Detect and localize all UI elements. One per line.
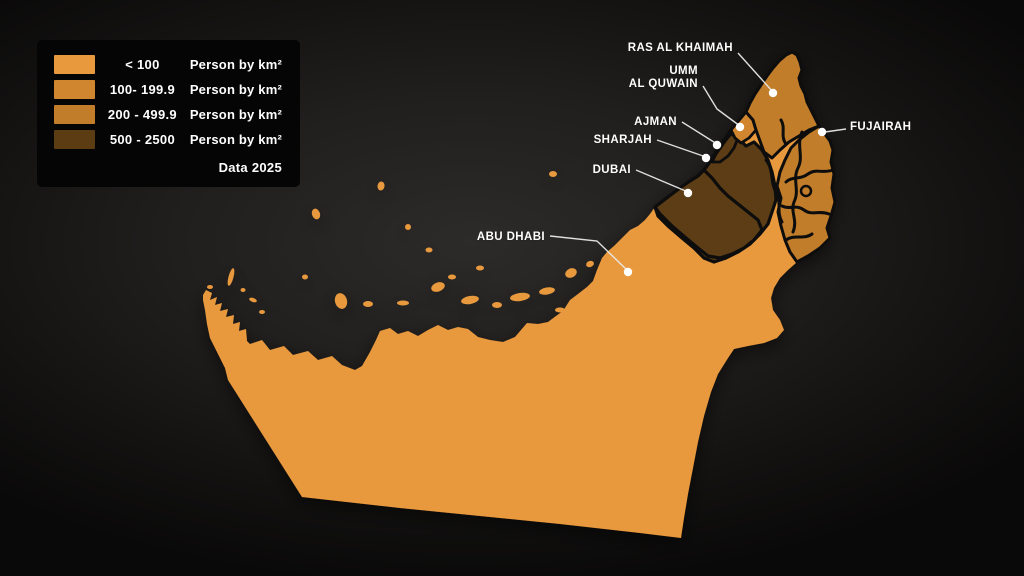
legend-swatch	[54, 80, 95, 99]
legend-swatch	[54, 55, 95, 74]
legend-row: 500 - 2500 Person by km²	[54, 130, 282, 149]
legend-swatch	[54, 130, 95, 149]
legend-range: < 100	[125, 57, 160, 72]
leader-line-dubai	[635, 169, 689, 193]
enclave-borders	[764, 118, 835, 242]
label-umm-al-quwain: UMM AL QUWAIN	[629, 65, 698, 90]
leader-line-fujairah	[824, 128, 847, 133]
city-dot-ajman[interactable]	[712, 140, 722, 150]
leader-line-sharjah	[656, 139, 707, 158]
city-dot-abu-dhabi[interactable]	[623, 267, 633, 277]
legend-unit: Person by km²	[189, 107, 282, 122]
city-dot-fujairah[interactable]	[817, 127, 827, 137]
legend-row: 200 - 499.9 Person by km²	[54, 105, 282, 124]
legend-row: 100- 199.9 Person by km²	[54, 80, 282, 99]
legend-unit: Person by km²	[189, 132, 282, 147]
label-ajman: AJMAN	[634, 116, 677, 128]
legend-swatch	[54, 105, 95, 124]
leader-line-ajman	[681, 121, 718, 145]
legend-unit: Person by km²	[189, 82, 282, 97]
region-dubai[interactable]	[653, 168, 764, 260]
city-dot-ras-al-khaimah[interactable]	[768, 88, 778, 98]
legend-note: Data 2025	[218, 160, 282, 175]
legend-range: 100- 199.9	[109, 82, 175, 97]
labels-layer: ABU DHABI DUBAI SHARJAH AJMAN UMM AL QUWAIN RA…	[477, 42, 911, 277]
legend-range: 200 - 499.9	[107, 107, 177, 122]
legend-range: 500 - 2500	[109, 132, 175, 147]
landmass-group	[203, 50, 837, 538]
label-fujairah: FUJAIRAH	[850, 121, 911, 133]
region-abu-dhabi[interactable]	[203, 52, 835, 538]
legend-row: < 100 Person by km²	[54, 55, 282, 74]
city-dot-sharjah[interactable]	[701, 153, 711, 163]
legend-rows: < 100 Person by km² 100- 199.9 Person by km…	[54, 55, 282, 149]
label-abu-dhabi: ABU DHABI	[477, 231, 545, 243]
city-dot-umm-al-quwain[interactable]	[735, 122, 745, 132]
leader-line-abu-dhabi	[549, 235, 629, 272]
leader-line-ras-al-khaimah	[737, 52, 774, 93]
city-dot-dubai[interactable]	[683, 188, 693, 198]
label-sharjah: SHARJAH	[594, 134, 652, 146]
legend-unit: Person by km²	[189, 57, 282, 72]
label-ras-al-khaimah: RAS AL KHAIMAH	[628, 42, 733, 54]
legend: < 100 Person by km² 100- 199.9 Person by km…	[37, 40, 300, 187]
leader-line-umm-al-quwain	[702, 85, 741, 127]
enclave-madha	[799, 184, 813, 198]
islands	[207, 171, 629, 314]
label-dubai: DUBAI	[593, 164, 631, 176]
